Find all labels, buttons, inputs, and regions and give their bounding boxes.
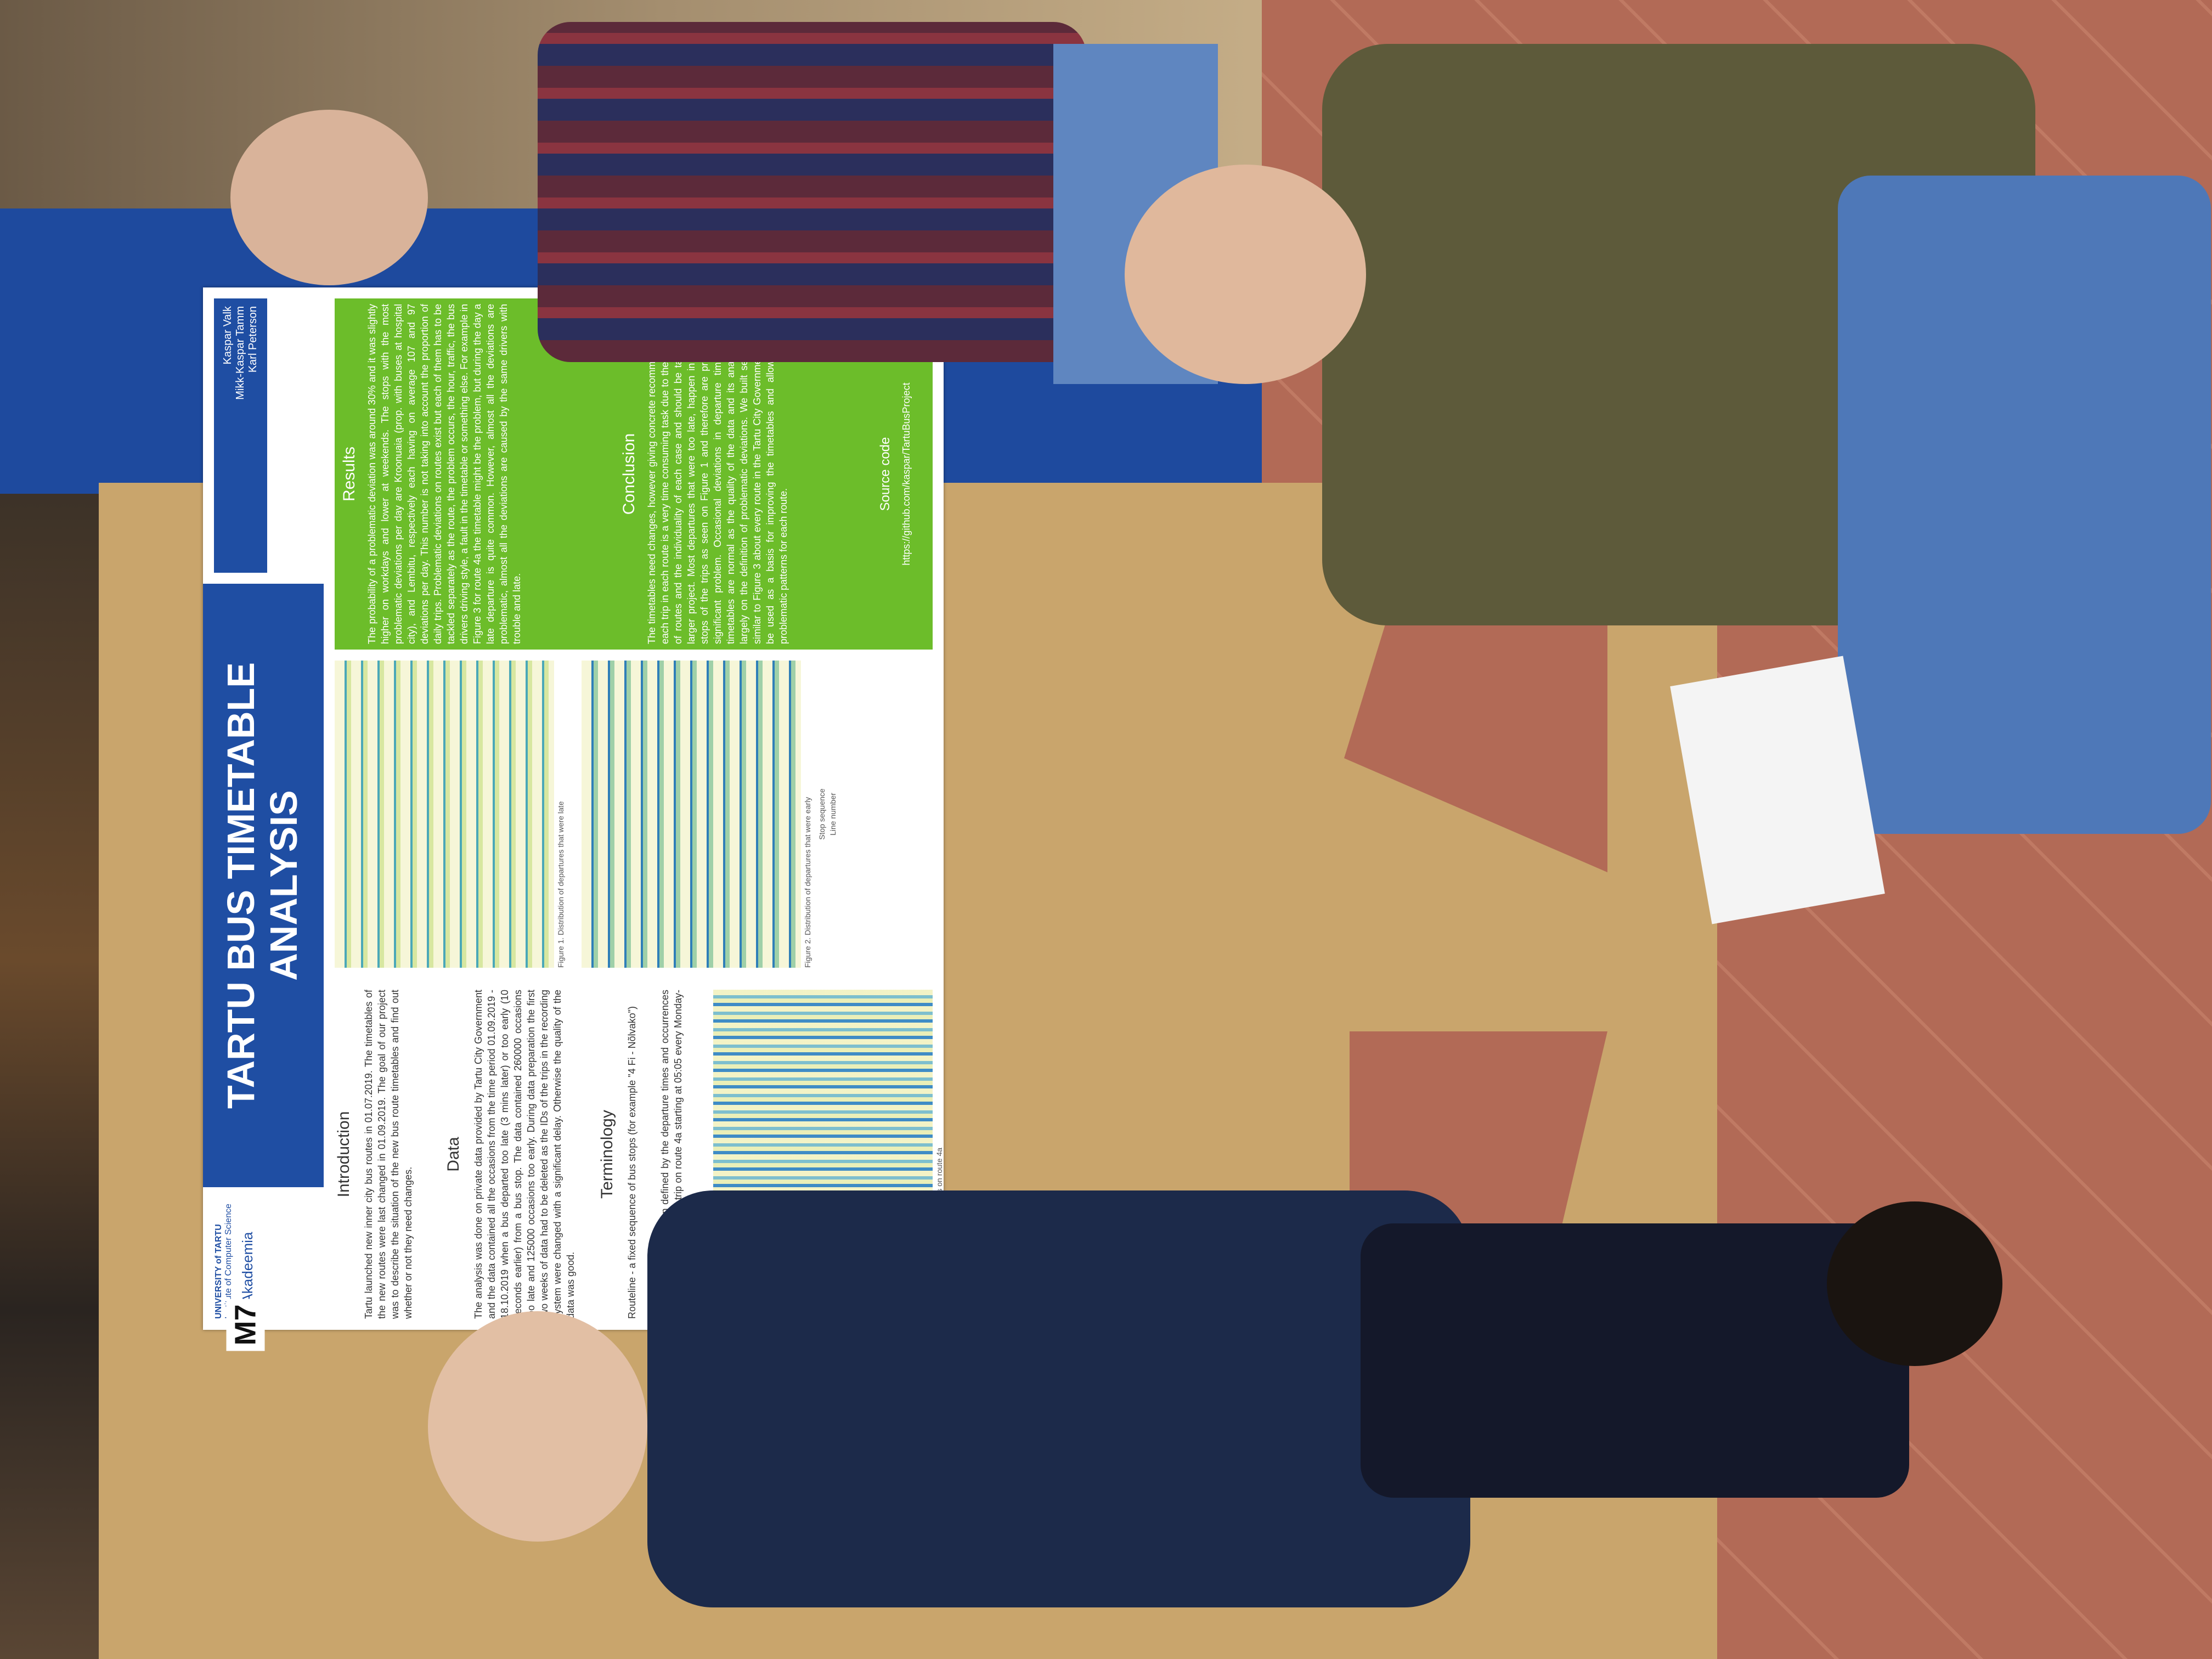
- introduction-heading: Introduction: [335, 1111, 353, 1198]
- dark-jeans: [1361, 1223, 1909, 1498]
- figure-1-caption: Figure 1. Distribution of departures tha…: [556, 801, 565, 968]
- poster-title-band: TARTU BUS TIMETABLE ANALYSIS: [203, 584, 324, 1187]
- person-sitting-left: [428, 1169, 2074, 1659]
- navy-blazer: [647, 1190, 1470, 1607]
- head-sitting-left: [428, 1311, 647, 1542]
- board-label: M7: [226, 1299, 265, 1351]
- introduction-text: Tartu launched new inner city bus routes…: [363, 990, 414, 1319]
- person-standing: [230, 0, 1218, 494]
- head-sitting-right: [1125, 165, 1366, 384]
- person-sitting-right: [1125, 11, 2212, 998]
- axis-stop-sequence: Stop sequence: [817, 788, 826, 840]
- poster-title: TARTU BUS TIMETABLE ANALYSIS: [219, 662, 305, 1109]
- head-standing: [230, 110, 428, 285]
- shoes: [1827, 1201, 2002, 1366]
- plaid-shirt: [538, 22, 1086, 362]
- logo-university: UNIVERSITY of TARTU: [214, 1224, 223, 1319]
- figure-2-heatmap: [582, 661, 801, 968]
- figure-1-heatmap: [335, 661, 554, 968]
- axis-line-number: Line number: [828, 793, 837, 836]
- jeans-sitting-right: [1838, 176, 2211, 834]
- figure-2-caption: Figure 2. Distribution of departures tha…: [803, 797, 812, 968]
